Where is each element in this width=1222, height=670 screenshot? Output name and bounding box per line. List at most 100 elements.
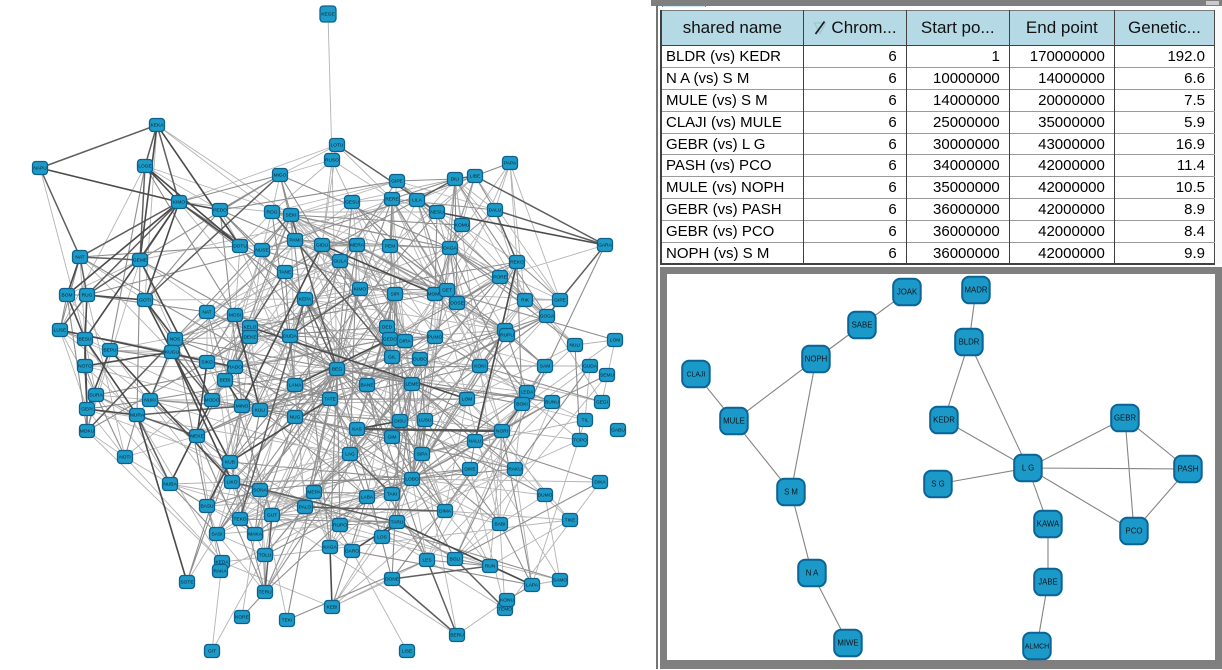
svg-text:SAM: SAM: [540, 364, 550, 370]
svg-text:BERU: BERU: [450, 633, 464, 639]
svg-text:S G: S G: [931, 480, 944, 489]
svg-text:MIGO: MIGO: [274, 173, 287, 179]
svg-text:PUMO: PUMO: [428, 335, 443, 341]
svg-text:DUBO: DUBO: [413, 357, 427, 363]
svg-text:GIPE: GIPE: [391, 179, 402, 185]
svg-text:KAS: KAS: [352, 427, 362, 433]
svg-text:JABE: JABE: [1038, 578, 1058, 587]
svg-text:RADO: RADO: [228, 365, 242, 371]
svg-text:TEKO: TEKO: [233, 517, 246, 523]
svg-text:KEDR: KEDR: [933, 416, 955, 425]
svg-text:GIPE: GIPE: [554, 298, 565, 304]
svg-text:PCO: PCO: [1126, 527, 1143, 536]
svg-text:SIKO: SIKO: [201, 360, 213, 366]
svg-text:GULA: GULA: [333, 259, 347, 265]
svg-text:MOKU: MOKU: [80, 429, 95, 435]
svg-text:DAGA: DAGA: [443, 246, 457, 252]
svg-text:DIKE: DIKE: [464, 467, 475, 473]
svg-text:KEDA: KEDA: [215, 560, 229, 566]
svg-text:GEPI: GEPI: [81, 407, 92, 413]
svg-text:DOSE: DOSE: [450, 301, 464, 307]
svg-text:MAKA: MAKA: [248, 532, 262, 538]
svg-text:TIKE: TIKE: [565, 518, 576, 524]
svg-text:S M: S M: [784, 488, 798, 497]
svg-text:GUDA: GUDA: [583, 364, 598, 370]
svg-text:GIDU: GIDU: [316, 243, 329, 249]
svg-text:PAMI: PAMI: [289, 238, 300, 244]
svg-text:DIKA: DIKA: [594, 480, 606, 486]
svg-text:MERA: MERA: [350, 243, 365, 249]
svg-text:RAKA: RAKA: [213, 569, 227, 575]
svg-text:SEMU: SEMU: [600, 373, 614, 379]
svg-text:LIBE: LIBE: [470, 174, 480, 180]
svg-text:LOM: LOM: [610, 338, 620, 344]
svg-text:ROG: ROG: [267, 210, 278, 216]
svg-text:GARA: GARA: [598, 243, 612, 249]
svg-text:NAPU: NAPU: [33, 166, 47, 172]
svg-text:BOKI: BOKI: [516, 402, 527, 408]
svg-text:GIL: GIL: [388, 355, 396, 361]
svg-text:CLAJI: CLAJI: [686, 372, 705, 379]
svg-text:KUGU: KUGU: [165, 350, 179, 356]
svg-text:GEME: GEME: [133, 258, 147, 264]
svg-text:NOPH: NOPH: [805, 355, 828, 364]
svg-text:MEKE: MEKE: [190, 434, 204, 440]
svg-text:BUNU: BUNU: [545, 400, 559, 406]
svg-text:NALU: NALU: [469, 439, 482, 445]
svg-text:LAPA: LAPA: [526, 583, 539, 589]
svg-text:TOLU: TOLU: [259, 553, 272, 559]
svg-text:KEGE: KEGE: [321, 12, 334, 18]
svg-text:DEKE: DEKE: [243, 335, 256, 341]
svg-text:DIRA: DIRA: [399, 339, 411, 345]
svg-text:KELO: KELO: [244, 325, 257, 331]
svg-text:MOSI: MOSI: [229, 313, 241, 319]
svg-text:KORE: KORE: [235, 615, 249, 621]
svg-text:BOM: BOM: [62, 293, 73, 299]
svg-text:DISU: DISU: [394, 419, 406, 425]
svg-text:BASU: BASU: [200, 504, 214, 510]
svg-text:L G: L G: [1022, 464, 1034, 473]
svg-text:JOAK: JOAK: [897, 288, 918, 297]
svg-text:NAT: NAT: [202, 310, 211, 316]
svg-text:MINO: MINO: [236, 404, 249, 410]
svg-text:GIM: GIM: [387, 435, 396, 441]
svg-text:TATE: TATE: [324, 397, 336, 403]
svg-text:DARO: DARO: [345, 549, 359, 555]
svg-text:NUBA: NUBA: [163, 482, 177, 488]
svg-text:SIPA: SIPA: [417, 452, 428, 458]
svg-text:GOTI: GOTI: [139, 298, 151, 304]
svg-text:SAMO: SAMO: [553, 578, 567, 584]
svg-text:LISE: LISE: [402, 649, 412, 655]
svg-text:LOTU: LOTU: [331, 143, 344, 149]
svg-text:DUMO: DUMO: [538, 493, 553, 499]
svg-text:LAG: LAG: [345, 452, 355, 458]
svg-text:NUKI: NUKI: [144, 398, 155, 404]
svg-text:BLDR: BLDR: [959, 338, 980, 347]
svg-text:TANE: TANE: [279, 270, 291, 276]
svg-text:PORE: PORE: [493, 275, 507, 281]
svg-text:TERU: TERU: [258, 590, 272, 596]
svg-text:MIWE: MIWE: [837, 639, 858, 648]
svg-text:KAGA: KAGA: [323, 545, 337, 551]
svg-text:DED: DED: [382, 325, 393, 331]
svg-text:NOTI: NOTI: [119, 455, 130, 461]
svg-text:SABE: SABE: [852, 321, 873, 330]
svg-text:KOMU: KOMU: [455, 223, 470, 229]
svg-text:KOKI: KOKI: [474, 364, 485, 370]
svg-text:TOPO: TOPO: [573, 438, 587, 444]
svg-text:NESU: NESU: [430, 210, 444, 216]
svg-text:LOGE: LOGE: [138, 164, 151, 170]
svg-text:RIK: RIK: [521, 298, 530, 304]
svg-text:RUN: RUN: [485, 564, 496, 570]
svg-text:RAKU: RAKU: [508, 467, 522, 473]
svg-text:GIT: GIT: [208, 649, 216, 655]
svg-text:KONU: KONU: [500, 598, 514, 604]
svg-text:GOGA: GOGA: [540, 314, 555, 320]
svg-text:GEGI: GEGI: [596, 400, 608, 406]
svg-text:KULI: KULI: [255, 408, 266, 414]
svg-text:DUDA: DUDA: [283, 334, 297, 340]
svg-text:MADR: MADR: [965, 286, 988, 295]
svg-text:BANE: BANE: [360, 383, 373, 389]
svg-text:LILA: LILA: [412, 198, 423, 204]
svg-text:GESU: GESU: [345, 200, 359, 206]
